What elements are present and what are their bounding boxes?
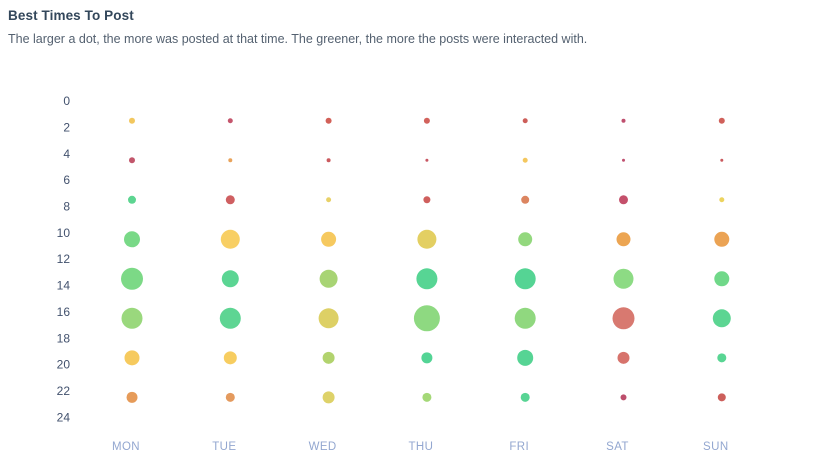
bubble-mon-hour-13.5[interactable] [121, 267, 143, 290]
bubble-sun-hour-22.5[interactable] [717, 393, 726, 402]
bubble-mon-hour-22.5[interactable] [126, 391, 138, 403]
y-axis-hour-label-10: 10 [57, 226, 71, 240]
bubble-wed-hour-13.5[interactable] [319, 269, 338, 288]
bubble-mon-hour-16.5[interactable] [121, 307, 143, 329]
bubble-fri-hour-19.5[interactable] [517, 349, 534, 366]
bubble-tue-hour-4.5[interactable] [228, 158, 233, 163]
bubble-thu-hour-16.5[interactable] [413, 305, 440, 332]
chart-header: Best Times To Post The larger a dot, the… [8, 8, 768, 46]
bubble-sat-hour-7.5[interactable] [619, 195, 628, 205]
bubble-wed-hour-1.5[interactable] [325, 117, 332, 124]
x-axis-day-label-fri: FRI [509, 441, 529, 453]
bubble-sun-hour-4.5[interactable] [720, 158, 724, 162]
x-axis-day-label-tue: TUE [212, 441, 236, 453]
x-axis-day-label-thu: THU [408, 441, 433, 453]
bubble-fri-hour-7.5[interactable] [521, 195, 530, 204]
bubble-wed-hour-22.5[interactable] [322, 391, 335, 404]
y-axis-hour-label-24: 24 [57, 410, 71, 424]
y-axis-hour-label-2: 2 [63, 121, 70, 135]
bubble-fri-hour-1.5[interactable] [522, 118, 528, 124]
x-axis-day-label-sat: SAT [606, 441, 629, 453]
y-axis-hour-label-18: 18 [57, 331, 71, 345]
x-axis-day-label-mon: MON [112, 441, 140, 453]
bubble-tue-hour-10.5[interactable] [220, 229, 240, 249]
bubble-mon-hour-19.5[interactable] [124, 350, 140, 366]
bubble-mon-hour-7.5[interactable] [128, 195, 136, 204]
bubble-thu-hour-10.5[interactable] [417, 229, 437, 249]
y-axis-hour-label-22: 22 [57, 384, 71, 398]
bubble-sun-hour-1.5[interactable] [718, 117, 725, 124]
bubble-sun-hour-16.5[interactable] [712, 309, 731, 328]
bubble-mon-hour-1.5[interactable] [129, 117, 135, 124]
y-axis-hour-label-4: 4 [63, 147, 70, 161]
bubble-sat-hour-22.5[interactable] [620, 394, 627, 401]
bubble-fri-hour-4.5[interactable] [522, 157, 528, 163]
bubble-wed-hour-10.5[interactable] [321, 231, 337, 247]
bubble-tue-hour-1.5[interactable] [227, 118, 233, 124]
y-axis-hour-label-14: 14 [57, 279, 71, 293]
bubble-tue-hour-13.5[interactable] [221, 270, 239, 288]
bubble-sun-hour-7.5[interactable] [719, 197, 725, 203]
bubble-tue-hour-7.5[interactable] [225, 195, 235, 205]
bubble-thu-hour-19.5[interactable] [421, 352, 433, 364]
bubble-tue-hour-16.5[interactable] [219, 307, 241, 329]
y-axis-hour-label-8: 8 [63, 200, 70, 214]
y-axis-hour-label-0: 0 [63, 94, 70, 108]
y-axis-hour-label-6: 6 [63, 173, 70, 187]
bubble-sat-hour-19.5[interactable] [617, 351, 630, 364]
chart-subtitle: The larger a dot, the more was posted at… [8, 32, 588, 46]
bubble-wed-hour-16.5[interactable] [318, 308, 339, 329]
x-axis-day-label-wed: WED [309, 441, 337, 453]
bubble-wed-hour-7.5[interactable] [326, 197, 332, 203]
bubble-fri-hour-16.5[interactable] [514, 307, 536, 329]
y-axis-hour-label-16: 16 [57, 305, 71, 319]
bubble-fri-hour-13.5[interactable] [514, 268, 536, 290]
bubble-sat-hour-10.5[interactable] [616, 232, 631, 247]
y-axis-hour-label-20: 20 [57, 358, 71, 372]
bubble-tue-hour-19.5[interactable] [223, 351, 237, 365]
bubble-sat-hour-4.5[interactable] [622, 158, 625, 162]
bubble-mon-hour-4.5[interactable] [129, 157, 135, 164]
bubble-thu-hour-1.5[interactable] [423, 117, 430, 124]
bubble-thu-hour-13.5[interactable] [416, 268, 438, 290]
bubble-wed-hour-19.5[interactable] [322, 351, 335, 364]
bubble-wed-hour-4.5[interactable] [326, 158, 331, 163]
bubble-sat-hour-1.5[interactable] [621, 118, 626, 123]
bubble-tue-hour-22.5[interactable] [225, 392, 235, 402]
bubble-thu-hour-22.5[interactable] [422, 392, 432, 402]
bubble-sun-hour-13.5[interactable] [714, 271, 730, 287]
bubble-thu-hour-4.5[interactable] [425, 158, 429, 162]
bubble-sat-hour-13.5[interactable] [613, 268, 634, 289]
bubble-sat-hour-16.5[interactable] [612, 307, 635, 330]
bubble-sun-hour-10.5[interactable] [714, 231, 730, 247]
bubble-fri-hour-10.5[interactable] [518, 232, 533, 247]
chart-title: Best Times To Post [8, 8, 134, 23]
bubble-thu-hour-7.5[interactable] [423, 196, 431, 204]
bubble-fri-hour-22.5[interactable] [520, 392, 530, 402]
bubble-sun-hour-19.5[interactable] [717, 353, 727, 363]
x-axis-day-label-sun: SUN [703, 441, 728, 453]
y-axis-hour-label-12: 12 [57, 252, 71, 266]
bubble-mon-hour-10.5[interactable] [124, 231, 140, 248]
